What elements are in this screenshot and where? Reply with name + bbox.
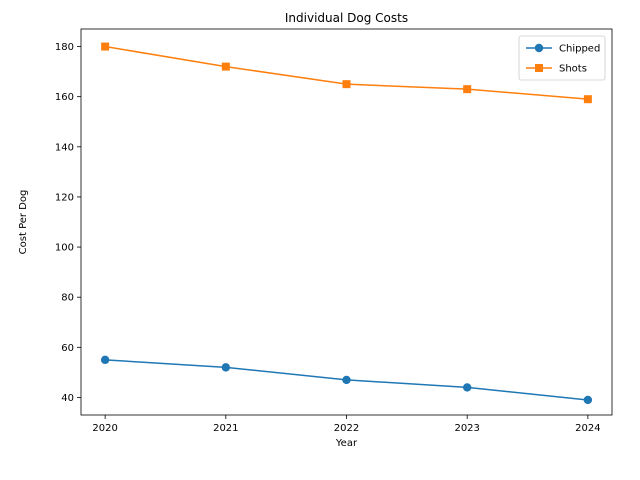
x-tick-label: 2022 [334, 423, 359, 434]
y-axis-label: Cost Per Dog [18, 190, 29, 255]
data-point [463, 85, 472, 94]
y-tick-label: 60 [61, 343, 74, 354]
y-tick-label: 160 [55, 92, 74, 103]
data-point [583, 395, 593, 405]
plot-area: 2020 2021 2022 2023 2024 40 60 80 100 120 140 160 18… [55, 28, 613, 434]
legend-label: Shots [559, 64, 587, 75]
y-tick-label: 100 [55, 243, 74, 254]
y-tick-label: 40 [61, 393, 74, 404]
data-point [101, 42, 110, 51]
data-point [342, 375, 351, 385]
legend: Chipped Shots [518, 35, 606, 81]
legend-marker [534, 43, 544, 53]
legend-marker [535, 64, 543, 72]
data-point [342, 80, 351, 89]
y-tick-label: 180 [55, 42, 74, 53]
series-line [105, 45, 588, 100]
x-tick-label: 2021 [213, 423, 238, 434]
x-tick-label: 2020 [92, 423, 117, 434]
data-point [221, 363, 231, 372]
series-chipped [100, 355, 593, 405]
y-tick-label: 80 [61, 293, 74, 304]
x-tick-label: 2023 [454, 423, 479, 434]
y-tick-label: 140 [55, 142, 74, 153]
y-tick-label: 120 [55, 192, 74, 203]
legend-label: Chipped [559, 44, 600, 55]
series-shots [101, 42, 592, 104]
data-point [583, 95, 592, 104]
data-point [462, 383, 472, 392]
chart-title: Individual Dog Costs [285, 11, 408, 25]
data-point [100, 355, 110, 365]
x-tick-label: 2024 [575, 423, 600, 434]
x-axis-label: Year [335, 438, 358, 449]
data-point [221, 62, 230, 71]
legend-item-chipped: Chipped [526, 44, 600, 55]
legend-item-shots: Shots [526, 64, 587, 75]
